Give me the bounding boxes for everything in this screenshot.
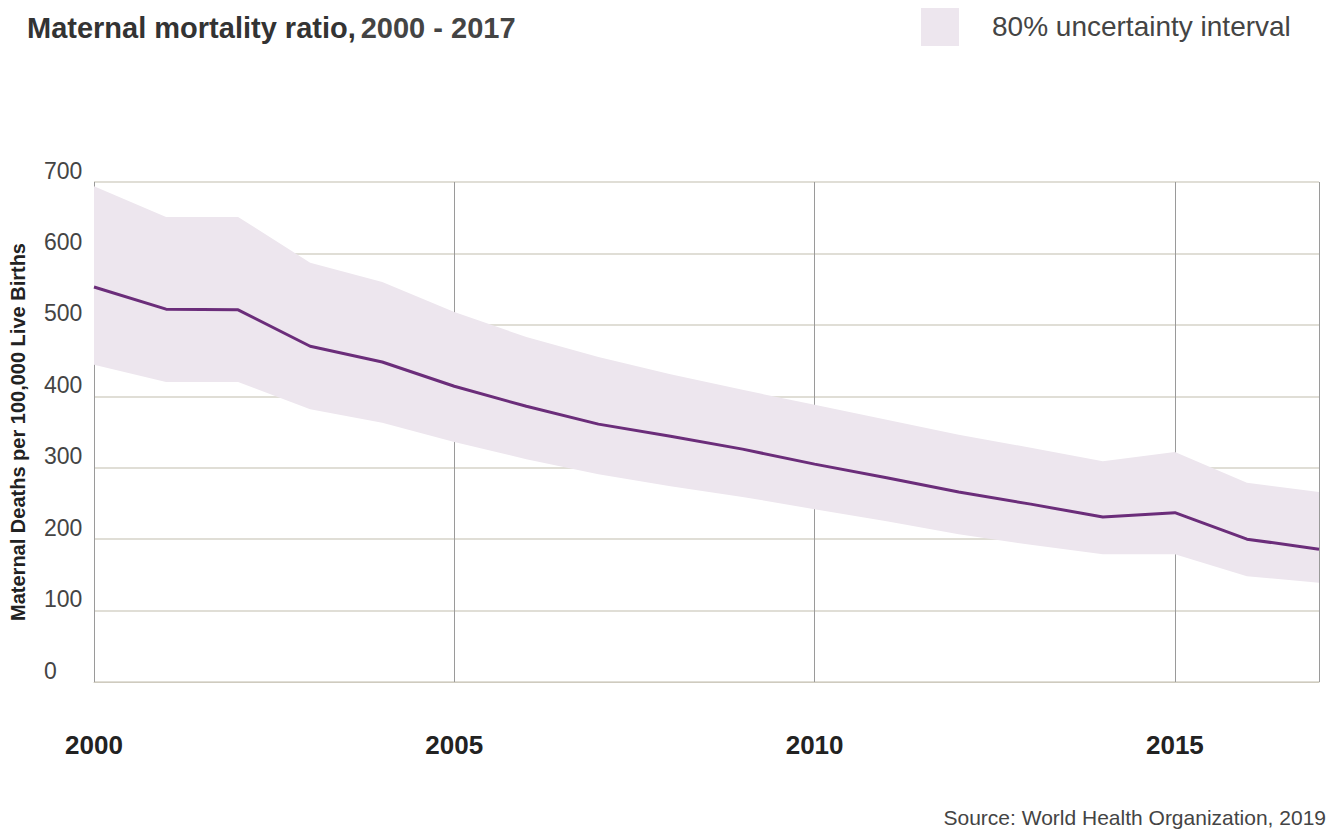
- svg-text:0: 0: [44, 658, 57, 684]
- svg-text:Maternal Deaths per 100,000 Li: Maternal Deaths per 100,000 Live Births: [7, 243, 29, 621]
- svg-text:500: 500: [44, 300, 82, 326]
- svg-text:700: 700: [44, 158, 82, 184]
- svg-text:80% uncertainty interval: 80% uncertainty interval: [992, 11, 1291, 42]
- svg-text:2005: 2005: [425, 730, 483, 760]
- svg-text:2015: 2015: [1146, 730, 1204, 760]
- svg-text:Maternal mortality ratio,: Maternal mortality ratio,: [27, 12, 356, 44]
- svg-text:300: 300: [44, 443, 82, 469]
- svg-text:2000: 2000: [65, 730, 123, 760]
- svg-text:600: 600: [44, 229, 82, 255]
- svg-text:Source: World Health Organizat: Source: World Health Organization, 2019: [944, 806, 1327, 829]
- svg-text:400: 400: [44, 372, 82, 398]
- svg-text:100: 100: [44, 586, 82, 612]
- svg-text:2000 - 2017: 2000 - 2017: [361, 12, 516, 44]
- svg-text:2010: 2010: [786, 730, 844, 760]
- svg-text:200: 200: [44, 515, 82, 541]
